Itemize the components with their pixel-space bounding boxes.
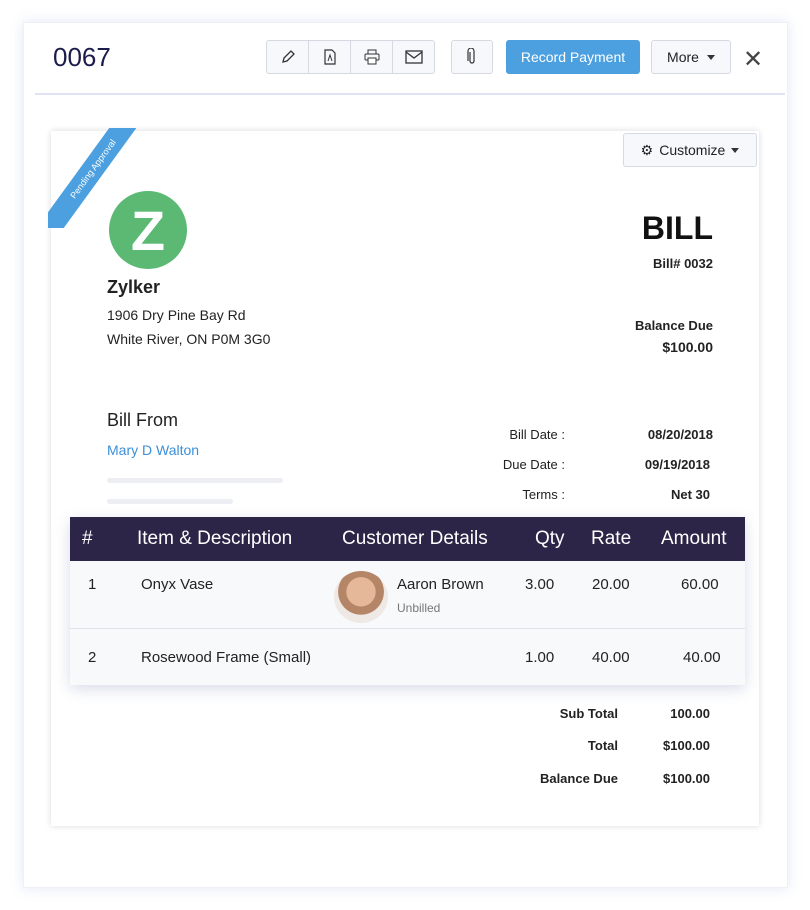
col-qty: Qty [535,528,565,549]
bill-date-label: Bill Date : [509,427,565,442]
edit-button[interactable] [267,41,309,73]
row1-item: Onyx Vase [141,576,214,593]
mail-icon [404,50,423,64]
company-address-line2: White River, ON P0M 3G0 [107,331,271,347]
due-date-label: Due Date : [502,457,565,472]
row1-number: 1 [88,576,97,593]
subtotal-label: Sub Total [559,706,618,721]
customize-button[interactable]: ⚙ Customize [623,133,757,167]
row-divider [70,628,745,629]
items-table [70,517,745,685]
placeholder-bar [107,478,283,483]
bill-date-value: 08/20/2018 [647,427,713,442]
bill-from-label: Bill From [107,410,178,430]
record-payment-button[interactable]: Record Payment [506,40,640,74]
col-number: # [82,528,93,549]
action-button-group [266,40,435,74]
row2-qty: 1.00 [525,649,555,666]
row1-rate: 20.00 [592,576,630,593]
bill-title: BILL [641,210,713,246]
vendor-link[interactable]: Mary D Walton [107,442,200,458]
placeholder-bar [107,499,233,504]
col-rate: Rate [591,528,632,549]
row1-customer[interactable]: Aaron Brown [397,576,484,593]
customize-label: Customize [659,142,726,158]
more-label: More [667,49,699,65]
table-header [70,517,745,561]
more-button[interactable]: More [651,40,731,74]
total-label: Total [587,738,618,753]
printer-icon [364,49,379,65]
gear-icon: ⚙ [640,141,654,158]
print-button[interactable] [351,41,393,73]
total-value: $100.00 [663,738,710,753]
due-date-value: 09/19/2018 [644,457,710,472]
terms-label: Terms : [522,487,565,502]
col-customer: Customer Details [342,528,488,549]
pdf-button[interactable] [309,41,351,73]
row2-rate: 40.00 [592,649,630,666]
email-button[interactable] [393,41,434,73]
pdf-icon [323,49,336,65]
balance-due-label: Balance Due [634,318,713,333]
terms-value: Net 30 [670,487,710,502]
row1-amount: 60.00 [681,576,719,593]
row2-number: 2 [88,649,97,666]
row1-status: Unbilled [397,601,441,615]
row2-amount: 40.00 [683,649,721,666]
col-amount: Amount [661,528,727,549]
balance-due-value: $100.00 [662,339,713,355]
company-address-line1: 1906 Dry Pine Bay Rd [107,307,246,323]
chevron-down-icon [731,147,740,153]
page-title: 0067 [53,42,111,72]
avatar [334,571,388,623]
balance-due-total-label: Balance Due [539,771,618,786]
header-divider [35,93,785,95]
pencil-icon [281,50,295,63]
bill-number: Bill# 0032 [653,256,713,271]
subtotal-value: 100.00 [670,706,710,721]
row1-qty: 3.00 [525,576,555,593]
attach-button[interactable] [451,40,493,74]
balance-due-total-value: $100.00 [663,771,710,786]
row2-item: Rosewood Frame (Small) [141,649,312,666]
company-logo: Z [109,191,187,269]
chevron-down-icon [706,54,715,60]
col-item: Item & Description [137,528,293,549]
close-icon[interactable]: ✕ [743,46,764,73]
paperclip-icon [467,48,475,64]
company-name: Zylker [107,277,161,297]
